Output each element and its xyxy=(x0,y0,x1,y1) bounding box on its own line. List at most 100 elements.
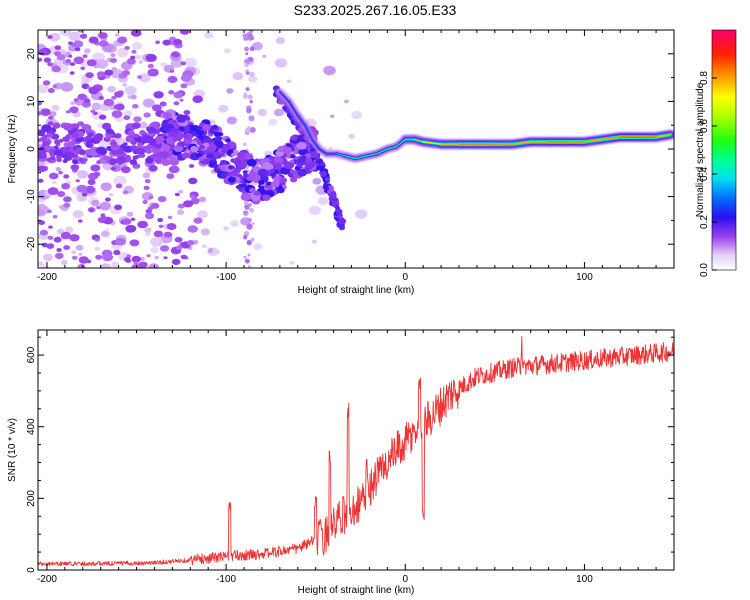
noise-blob xyxy=(60,231,72,240)
band-blob xyxy=(78,157,85,163)
noise-blob xyxy=(223,226,229,231)
streak-blob xyxy=(243,255,247,259)
noise-blob xyxy=(65,110,71,114)
ridge-segment xyxy=(336,153,347,157)
streak-blob xyxy=(244,258,250,264)
streak-blob xyxy=(245,87,250,92)
noise-blob xyxy=(218,104,229,113)
band-blob xyxy=(230,158,237,164)
band-blob xyxy=(54,139,61,145)
noise-blob xyxy=(142,172,151,179)
noise-blob xyxy=(133,261,139,266)
snr-line xyxy=(38,335,674,567)
noise-blob xyxy=(77,93,87,101)
band-blob xyxy=(246,158,257,167)
noise-blob xyxy=(111,95,117,100)
noise-blob xyxy=(148,165,158,172)
band-blob xyxy=(270,172,276,177)
noise-blob xyxy=(159,245,170,252)
band-blob xyxy=(206,143,217,152)
streak-blob xyxy=(243,231,250,237)
noise-blob xyxy=(142,200,148,204)
noise-blob xyxy=(166,173,175,180)
noise-blob xyxy=(114,91,124,98)
noise-blob xyxy=(147,206,154,211)
noise-blob xyxy=(68,41,74,45)
noise-blob xyxy=(77,264,86,268)
band-blob xyxy=(268,155,274,160)
noise-blob xyxy=(94,237,101,242)
noise-blob xyxy=(91,102,102,111)
band-blob xyxy=(52,122,61,129)
noise-blob xyxy=(40,108,51,116)
ridge-segment xyxy=(304,124,313,140)
colorbar-tick-label: 0.4 xyxy=(699,167,710,181)
band-blob xyxy=(286,143,292,148)
noise-blob xyxy=(145,53,157,62)
noise-blob xyxy=(94,246,101,251)
band-blob xyxy=(232,167,241,174)
noise-blob xyxy=(152,104,162,112)
noise-blob xyxy=(115,103,125,111)
noise-blob xyxy=(174,236,183,243)
diagonal-blob xyxy=(277,99,284,105)
noise-blob xyxy=(115,183,123,189)
diagonal-blob xyxy=(310,150,317,156)
noise-blob xyxy=(129,239,140,247)
noise-blob xyxy=(268,118,278,126)
diagonal-blob xyxy=(335,209,343,216)
noise-blob xyxy=(122,218,132,225)
streak-blob xyxy=(244,46,250,52)
noise-blob xyxy=(58,171,63,175)
streak-blob xyxy=(243,235,248,240)
noise-blob xyxy=(201,244,207,249)
noise-blob xyxy=(134,54,142,60)
noise-blob xyxy=(70,101,76,105)
noise-blob xyxy=(323,65,336,76)
noise-blob xyxy=(180,83,188,89)
xtick-label: -100 xyxy=(216,574,236,585)
noise-blob xyxy=(47,187,59,196)
band-blob xyxy=(219,164,228,171)
colorbar-label: Normalized spectral amplitude xyxy=(695,82,706,217)
band-blob xyxy=(139,130,146,136)
noise-blob xyxy=(61,259,68,266)
noise-blob xyxy=(240,217,252,226)
noise-blob xyxy=(39,229,49,236)
noise-blob xyxy=(96,205,102,210)
band-blob xyxy=(38,151,47,159)
streak-blob xyxy=(249,218,252,221)
noise-blob xyxy=(47,35,53,39)
band-blob xyxy=(197,130,204,136)
noise-blob xyxy=(82,54,88,59)
noise-blob xyxy=(175,245,183,250)
band-blob xyxy=(135,147,146,155)
noise-blob xyxy=(273,108,284,117)
streak-blob xyxy=(242,33,248,39)
noise-blob xyxy=(69,71,75,75)
noise-blob xyxy=(64,226,74,233)
ridge-segment xyxy=(318,148,327,155)
noise-blob xyxy=(122,190,129,195)
noise-blob xyxy=(127,95,132,99)
noise-blob xyxy=(63,174,70,179)
band-blob xyxy=(196,153,202,158)
diagonal-blob xyxy=(316,158,324,165)
noise-blob xyxy=(100,213,106,217)
band-blob xyxy=(51,133,60,140)
noise-blob xyxy=(131,49,137,54)
noise-blob xyxy=(173,91,183,99)
band-blob xyxy=(220,172,228,178)
noise-blob xyxy=(187,240,195,246)
band-blob xyxy=(190,145,199,153)
noise-blob xyxy=(274,58,288,68)
noise-blob xyxy=(348,133,356,139)
band-blob xyxy=(86,139,92,145)
noise-blob xyxy=(88,36,99,44)
noise-blob xyxy=(43,57,52,63)
band-blob xyxy=(54,149,63,156)
band-blob xyxy=(41,124,52,132)
band-blob xyxy=(130,145,138,151)
streak-blob xyxy=(245,127,252,134)
noise-blob xyxy=(63,202,71,208)
